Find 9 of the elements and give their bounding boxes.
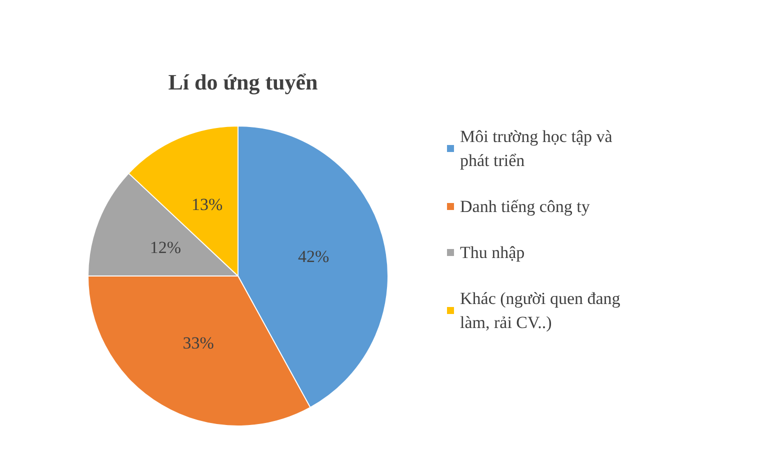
data-label: 33% [182,334,214,353]
chart-title: Lí do ứng tuyển [168,70,318,94]
legend-label: Danh tiếng công ty [460,197,590,216]
data-label: 13% [191,194,223,214]
data-label: 12% [150,238,182,257]
legend-label: Thu nhập [460,243,525,262]
data-label: 42% [298,247,330,266]
legend-label: Khác (người quen đang làm, rải CV..) [460,289,625,332]
legend-label: Môi trường học tập và phát triển [460,127,617,170]
